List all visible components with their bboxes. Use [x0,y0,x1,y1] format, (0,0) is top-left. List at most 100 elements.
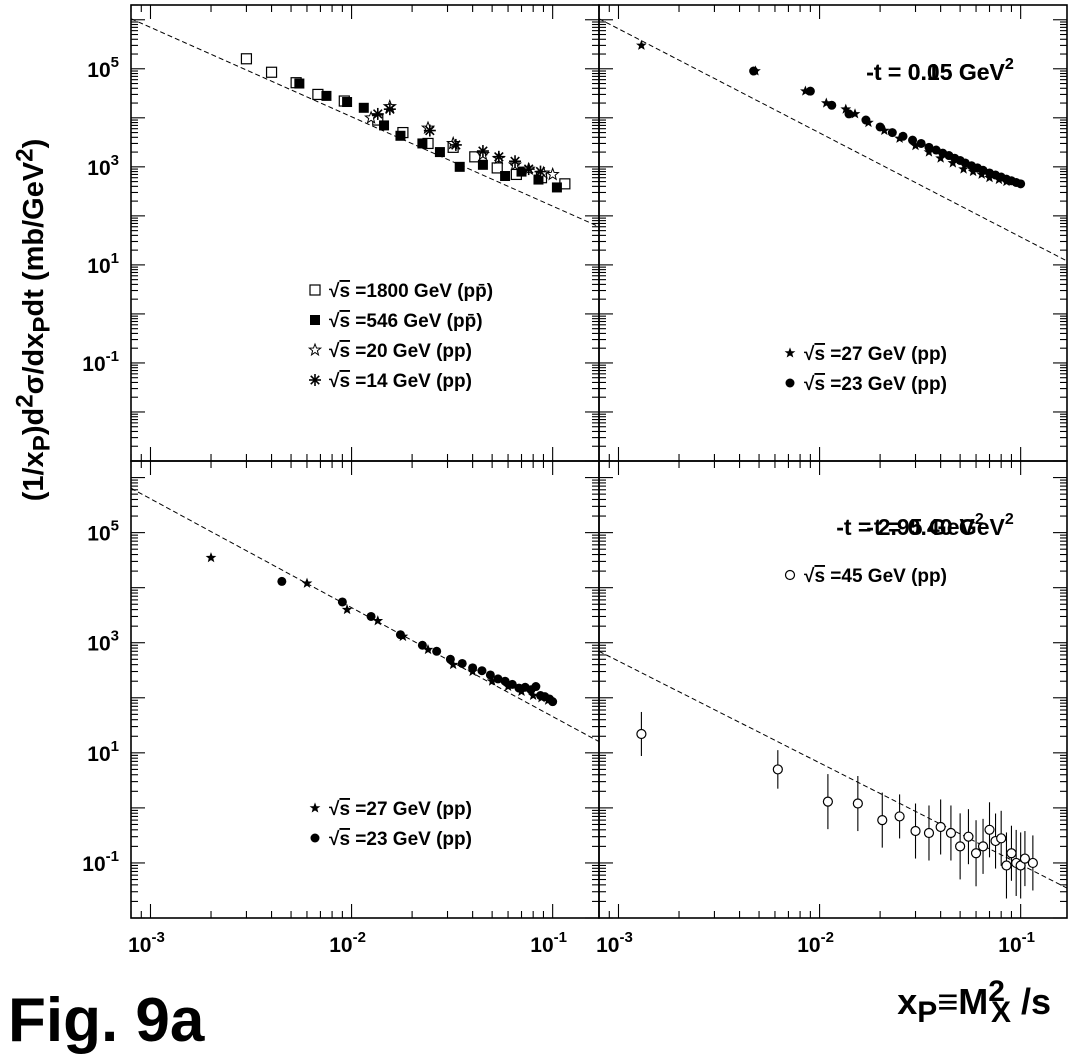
data-point [395,130,406,141]
data-point [636,39,647,50]
data-point [500,171,511,182]
legend-marker [309,284,321,296]
legend-label: √s =20 GeV (pp) [329,341,472,362]
x-tick-label: 10-3 [128,929,165,957]
y-tick-label: 10-1 [82,348,119,376]
x-tick-label: 10-3 [596,929,633,957]
x-tick-label: 10-2 [797,929,834,957]
data-point [958,163,969,174]
legend-marker [784,569,796,581]
y-tick-label: 101 [87,738,119,766]
data-point [945,827,957,839]
data-point [749,66,759,76]
data-point [417,640,427,650]
data-point [468,663,478,673]
legend-label: √s =27 GeV (pp) [804,344,947,365]
data-point [342,97,353,108]
data-point [877,815,888,826]
legend-marker [310,315,320,325]
data-point [500,676,510,686]
data-point [294,78,305,89]
data-point [457,658,467,668]
data-point [265,66,278,78]
data-point [1006,848,1017,859]
panel-bottom-right: 10-3 10-2 10-1 -t = 2.95 GeV2 √s =45 GeV (pp… [596,460,1068,957]
data-point [493,674,503,684]
data-point [875,122,885,132]
y-tick-label: 10-1 [82,848,119,876]
data-point [551,182,562,193]
data-point [924,142,934,152]
data-point [1027,857,1038,869]
data-point [916,138,926,148]
data-point [445,654,455,664]
data-point [477,159,488,170]
data-point [955,841,966,852]
data-point [977,841,989,852]
panel-title: -t = 0.15 GeV2 [866,56,1014,85]
y-tick-label: 103 [87,152,119,180]
data-point [321,90,332,101]
legend-label: √s =546 GeV (pp̄) [329,311,483,332]
data-point [636,728,647,740]
data-point [545,166,560,181]
data-point [432,646,442,656]
data-point [434,147,445,158]
data-point [894,811,905,822]
panel-top-right: -t = 0.15 GeV2 √s =27 GeV (pp) √s =23 GeV … [598,4,1068,462]
x-axis-title: xP≡M2X /s [897,975,1051,1030]
data-point [772,764,783,775]
data-point [509,155,522,168]
y-tick-label: 105 [87,518,119,546]
data-point [861,115,871,125]
series-0 [636,711,1038,899]
legend-marker [307,342,323,357]
data-point [548,697,558,707]
legend-marker [309,374,321,386]
legend-marker [310,833,320,843]
data-point [337,597,347,607]
series-1 [277,576,558,707]
data-point [312,88,324,101]
data-point [205,552,217,563]
series-1 [294,78,562,193]
legend-marker [785,378,795,388]
data-point [516,166,527,177]
legend-label: √s =45 GeV (pp) [804,566,947,587]
legend-label: √s =23 GeV (pp) [329,829,472,850]
data-point [1016,179,1026,189]
data-point [395,630,405,640]
panel-title: -t = 2.95 GeV2 [836,511,984,540]
data-point [805,86,815,96]
legend: √s =1800 GeV (pp̄) √s =546 GeV (pp̄) √s =2… [307,281,493,392]
data-point [449,138,462,151]
fit-line [131,18,599,228]
data-point [898,131,908,141]
data-point [423,124,436,137]
series-3 [371,103,547,178]
data-point [485,670,495,680]
y-tick-label: 103 [87,628,119,656]
legend-label: √s =27 GeV (pp) [329,799,472,820]
data-point [277,576,287,586]
data-point [910,825,921,837]
data-point [1001,860,1012,871]
legend: √s =27 GeV (pp) √s =23 GeV (pp) [309,799,472,850]
legend-label: √s =14 GeV (pp) [329,371,472,392]
y-tick-label: 101 [87,250,119,278]
data-point [852,798,863,809]
data-point [531,682,541,692]
panel-bottom-left: 10-1 101 103 105 10-3 10-2 10-1 -t = 0.40 GeV2 √… [82,460,1014,957]
data-point [822,796,833,807]
data-point [372,615,384,626]
data-point [507,679,517,689]
legend-marker [309,802,321,813]
panel-title: -t = 0.05 GeV2 [866,56,1014,85]
panel-top-left: 10-1 101 103 105 -t = 0.05 GeV2 √s =1800 GeV … [82,4,1014,462]
legend-label: √s =23 GeV (pp) [804,374,947,395]
fit-line [131,487,599,743]
data-point [908,135,918,145]
legend: √s =27 GeV (pp) √s =23 GeV (pp) [784,344,947,395]
data-point [477,666,487,676]
fit-line [599,18,1067,262]
